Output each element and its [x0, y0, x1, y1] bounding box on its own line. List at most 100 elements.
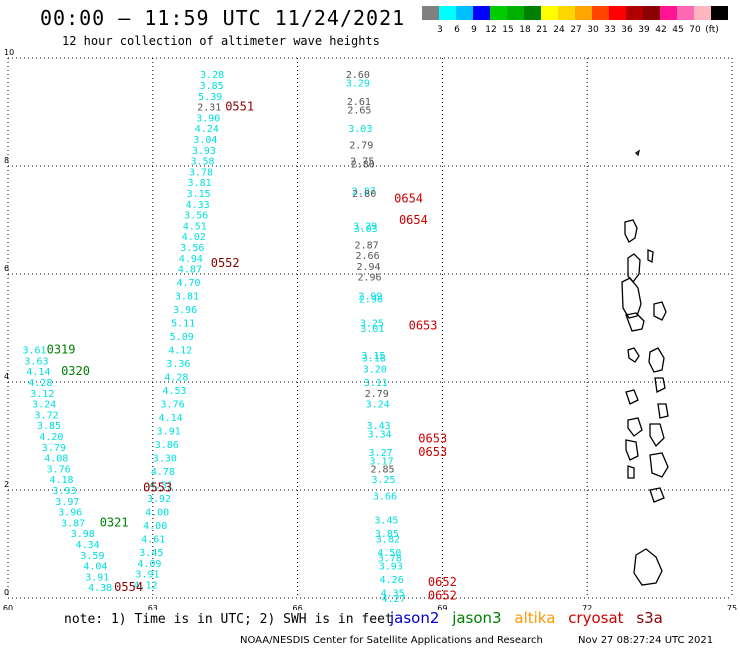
scale-label: 70	[689, 25, 701, 35]
wave-height-value: 3.18	[362, 354, 386, 365]
grid-lines	[7, 57, 733, 599]
island-outline	[653, 301, 667, 321]
legend-altika: altika	[514, 609, 556, 627]
map-subtitle: 12 hour collection of altimeter wave hei…	[62, 34, 380, 48]
wave-height-value: 3.85	[375, 529, 399, 540]
scale-label: 21	[536, 25, 547, 35]
wave-height-value: 2.85	[370, 464, 394, 475]
wave-height-value: 4.00	[143, 521, 167, 532]
generation-timestamp: Nov 27 08:27:24 UTC 2021	[578, 635, 714, 646]
wave-height-value: 3.79	[42, 443, 66, 454]
y-tick-label: 0	[4, 588, 9, 597]
wave-height-value: 4.28	[164, 373, 188, 384]
wave-height-value: 3.96	[173, 305, 197, 316]
wave-height-value: 3.93	[379, 562, 403, 573]
wave-height-value: 2.99	[358, 292, 382, 303]
credit-line: NOAA/NESDIS Center for Satellite Applica…	[240, 635, 543, 646]
wave-height-value: 4.02	[182, 232, 206, 243]
wave-height-value: 4.35	[381, 589, 405, 600]
scale-label: (ft)	[705, 25, 719, 35]
wave-height-value: 3.91	[157, 427, 181, 438]
satellite-legend: jason2 jason3 altika cryosat s3a	[390, 609, 671, 627]
scale-label: 30	[587, 25, 599, 35]
wave-height-value: 3.93	[52, 486, 76, 497]
wave-height-value: 3.15	[361, 351, 385, 362]
wave-height-value: 4.50	[377, 548, 401, 559]
wave-height-value: 3.93	[192, 146, 216, 157]
wave-height-value: 3.03	[348, 124, 372, 135]
color-swatch	[660, 6, 677, 20]
y-tick-label: 10	[4, 48, 14, 57]
color-swatch	[592, 6, 609, 20]
color-swatch	[609, 6, 626, 20]
wave-height-value: 3.76	[47, 464, 71, 475]
wave-height-value: 3.97	[55, 497, 79, 508]
wave-height-value: 3.45	[139, 548, 163, 559]
wave-height-value: 3.59	[80, 551, 104, 562]
wave-height-value: 3.81	[188, 178, 212, 189]
wave-height-value: 3.78	[189, 167, 213, 178]
color-swatch	[456, 6, 473, 20]
wave-height-value: 3.15	[187, 189, 211, 200]
pass-time-label: 0552	[211, 256, 240, 270]
wave-height-value: 3.25	[360, 319, 384, 330]
wave-height-value: 4.38	[88, 583, 112, 594]
wave-height-value: 4.24	[195, 124, 219, 135]
wave-height-value: 3.17	[370, 456, 394, 467]
color-swatch	[541, 6, 558, 20]
pass-time-label: 0652	[428, 588, 457, 602]
x-tick-label: 63	[148, 604, 158, 610]
scale-label: 45	[672, 25, 683, 35]
wave-height-value: 3.56	[184, 211, 208, 222]
scale-label: 3	[437, 25, 443, 35]
wave-height-value: 3.86	[155, 440, 179, 451]
pass-time-label: 0653	[418, 445, 447, 459]
legend-s3a: s3a	[636, 609, 663, 627]
wave-height-value: 3.87	[61, 518, 85, 529]
wave-height-value: 3.01	[360, 324, 384, 335]
wave-height-value: 3.36	[166, 359, 190, 370]
map-title: 00:00 – 11:59 UTC 11/24/2021	[40, 6, 406, 30]
wave-height-value: 3.92	[147, 494, 171, 505]
wave-height-value: 2.96	[357, 273, 381, 284]
wave-height-value: 2.79	[365, 389, 389, 400]
color-swatch	[422, 6, 439, 20]
color-swatch	[439, 6, 456, 20]
wave-height-data: 3.283.855.392.313.904.243.043.933.583.78…	[22, 70, 457, 605]
pass-time-label: 0654	[394, 191, 423, 205]
wave-height-value: 4.87	[178, 265, 202, 276]
pass-time-label: 0321	[100, 515, 129, 529]
pass-time-label: 0320	[61, 364, 90, 378]
wave-height-value: 3.25	[371, 475, 395, 486]
scale-label: 42	[655, 25, 666, 35]
color-swatch	[558, 6, 575, 20]
wave-height-value: 4.20	[39, 432, 63, 443]
wave-height-value: 3.30	[153, 454, 177, 465]
wave-height-value: 3.29	[346, 78, 370, 89]
island-outline	[624, 219, 638, 243]
wave-height-value: 2.79	[349, 140, 373, 151]
scale-label: 18	[519, 25, 531, 35]
wave-height-value: 4.00	[145, 508, 169, 519]
scale-label: 36	[621, 25, 633, 35]
legend-cryosat: cryosat	[568, 609, 624, 627]
wave-height-value: 4.14	[26, 367, 50, 378]
wave-height-value: 3.58	[190, 157, 214, 168]
pass-time-label: 0554	[114, 580, 143, 594]
wave-height-value: 4.31	[149, 481, 173, 492]
island-outline	[649, 423, 665, 448]
wave-height-value: 4.04	[83, 562, 107, 573]
wave-height-value: 3.85	[200, 81, 224, 92]
landmass-outlines	[621, 149, 669, 586]
wave-height-value: 3.12	[30, 389, 54, 400]
wave-height-value: 5.11	[171, 319, 195, 330]
wave-height-value: 3.24	[366, 400, 390, 411]
wave-height-value: 4.94	[179, 254, 203, 265]
island-outline	[627, 347, 640, 363]
island-outline	[625, 439, 639, 461]
scale-label: 33	[604, 25, 615, 35]
island-outline	[633, 548, 663, 586]
x-tick-label: 66	[293, 604, 303, 610]
color-swatch	[575, 6, 592, 20]
scale-label: 24	[553, 25, 565, 35]
